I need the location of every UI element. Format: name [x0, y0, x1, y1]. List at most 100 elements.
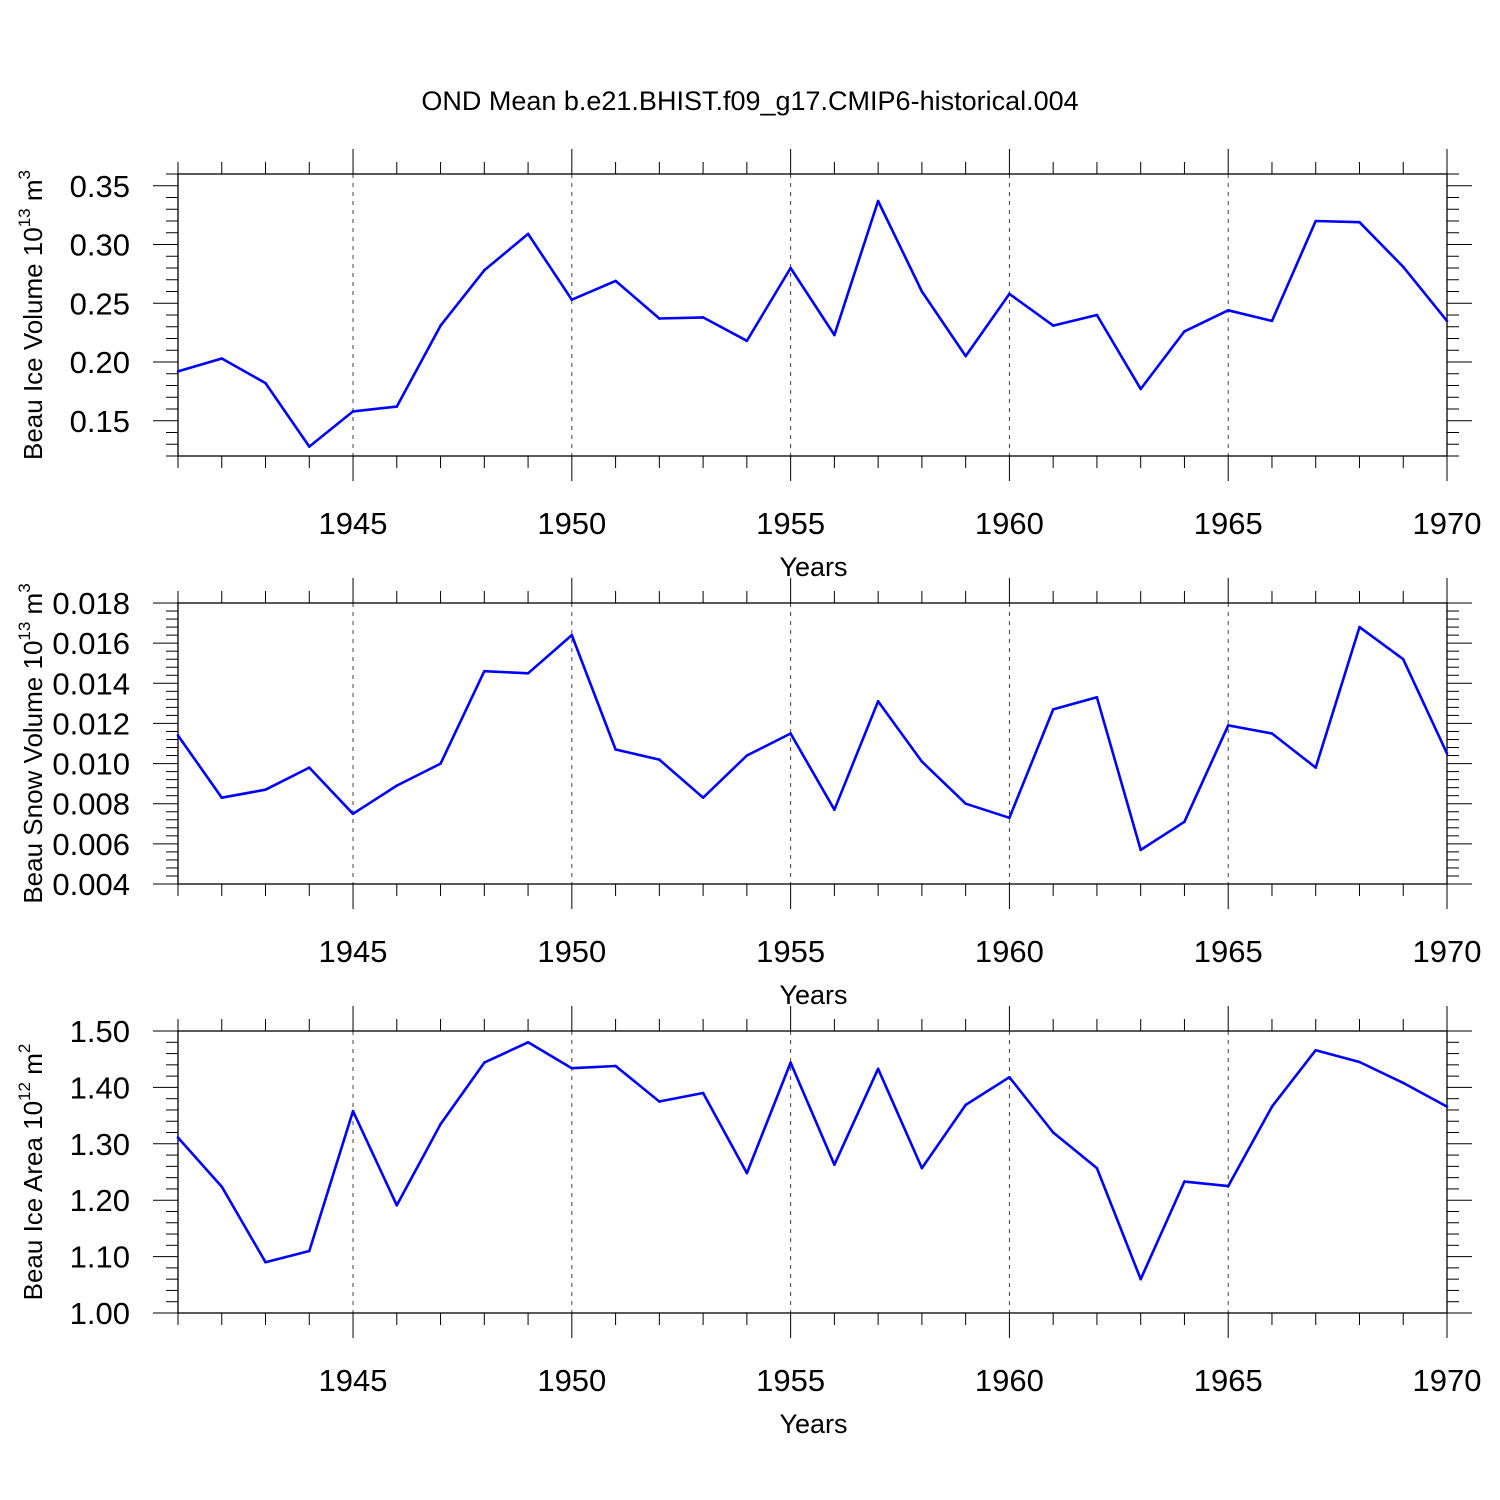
data-point	[1270, 1105, 1274, 1108]
data-point	[526, 232, 530, 236]
data-point	[1270, 732, 1274, 735]
y-tick-label: 1.40	[70, 1070, 130, 1105]
data-point	[307, 445, 311, 448]
data-point	[264, 788, 267, 791]
x-axis-label: Years	[779, 552, 847, 582]
data-point	[1051, 324, 1055, 327]
data-point	[964, 802, 967, 806]
data-point	[351, 812, 355, 816]
y-axis-label: Beau Ice Area 1012 m2	[15, 1044, 48, 1301]
data-point	[1226, 724, 1230, 727]
data-point	[483, 669, 486, 673]
series-line	[177, 1041, 1448, 1281]
y-axis-label-unit: m	[18, 179, 48, 208]
data-point	[1139, 387, 1142, 391]
data-point	[1358, 1060, 1361, 1064]
x-tick-label: 1945	[319, 934, 388, 969]
data-point	[833, 333, 836, 337]
data-point	[351, 410, 355, 413]
data-point	[833, 808, 836, 812]
y-axis-label-unit-exponent: 2	[15, 1044, 34, 1053]
data-point	[1226, 309, 1230, 312]
x-tick-label: 1955	[756, 1363, 825, 1398]
y-tick-label: 0.004	[52, 867, 130, 902]
y-tick-label: 0.15	[70, 404, 130, 439]
y-axis-label-text: Beau Snow Volume 10	[18, 641, 48, 904]
x-axis-label: Years	[779, 1409, 847, 1439]
data-point	[876, 700, 880, 703]
x-tick-label: 1945	[319, 1363, 388, 1398]
data-point	[658, 1100, 661, 1103]
data-point	[395, 1203, 399, 1207]
data-point	[1183, 820, 1186, 824]
x-tick-label: 1965	[1194, 506, 1263, 541]
data-point	[701, 316, 705, 319]
data-point	[1095, 313, 1099, 317]
data-point	[745, 339, 749, 343]
data-point	[176, 1136, 180, 1139]
data-point	[570, 1066, 574, 1070]
plot-frame	[177, 1030, 1448, 1314]
data-point	[920, 290, 924, 293]
data-point	[789, 732, 792, 735]
x-tick-label: 1950	[537, 934, 606, 969]
y-axis-label-exponent: 13	[15, 622, 34, 641]
data-point	[1008, 816, 1011, 820]
x-tick-label: 1970	[1413, 934, 1482, 969]
data-point	[307, 1249, 311, 1253]
y-axis-label-unit-exponent: 3	[15, 583, 34, 592]
panel-ice-area: 1.00 1.10 1.20 1.30 1.40 1.50 1945 1950 1955 1960…	[15, 1006, 1481, 1439]
x-axis-label: Years	[779, 980, 847, 1010]
data-point	[176, 734, 180, 737]
y-axis-label-unit: m	[18, 1053, 48, 1082]
data-point	[483, 269, 486, 272]
data-point	[1095, 696, 1099, 699]
y-tick-label: 0.25	[70, 286, 130, 321]
y-tick-label: 0.018	[52, 586, 130, 621]
x-tick-label: 1955	[756, 934, 825, 969]
y-tick-label: 0.35	[70, 169, 130, 204]
data-point	[1445, 752, 1449, 755]
data-point	[526, 1040, 530, 1044]
data-point	[1139, 848, 1142, 852]
data-point	[439, 762, 442, 765]
y-axis-label-text: Beau Ice Volume 10	[18, 227, 48, 460]
y-axis-label-unit-exponent: 3	[15, 170, 34, 179]
plot-frame	[177, 602, 1448, 885]
y-tick-label: 0.008	[52, 787, 130, 822]
data-point	[789, 1061, 792, 1064]
data-point	[483, 1061, 486, 1064]
x-tick-label: 1945	[319, 506, 388, 541]
data-point	[1445, 319, 1449, 323]
y-axis-label-unit: m	[18, 593, 48, 622]
data-point	[876, 1067, 880, 1071]
data-point	[1358, 220, 1361, 224]
y-axis-label: Beau Ice Volume 1013 m3	[15, 170, 48, 460]
data-point	[439, 1122, 442, 1126]
x-tick-label: 1960	[975, 506, 1044, 541]
data-point	[220, 1185, 224, 1188]
data-point	[1183, 330, 1186, 333]
data-point	[526, 671, 530, 675]
y-tick-label: 1.00	[70, 1296, 130, 1331]
data-point	[876, 199, 880, 203]
x-tick-label: 1970	[1413, 1363, 1482, 1398]
y-tick-label: 0.012	[52, 706, 130, 741]
data-point	[920, 760, 924, 763]
data-point	[1314, 1048, 1318, 1052]
data-point	[439, 324, 442, 327]
data-point	[395, 784, 399, 787]
x-tick-label: 1965	[1194, 934, 1263, 969]
series-line	[176, 625, 1449, 852]
data-point	[1095, 1166, 1099, 1170]
data-point	[395, 405, 399, 408]
data-point	[220, 357, 224, 360]
data-point	[658, 758, 661, 761]
data-point	[701, 796, 705, 799]
y-tick-label: 1.20	[70, 1183, 130, 1218]
data-point	[1051, 1131, 1055, 1134]
y-axis-label: Beau Snow Volume 1013 m3	[15, 583, 48, 903]
x-tick-label: 1955	[756, 506, 825, 541]
data-point	[1008, 1075, 1011, 1079]
